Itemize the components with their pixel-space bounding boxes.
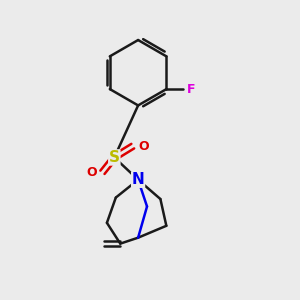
Text: F: F <box>187 82 195 96</box>
Text: O: O <box>86 166 97 179</box>
Text: O: O <box>138 140 149 153</box>
Text: S: S <box>109 150 120 165</box>
Text: N: N <box>132 172 145 187</box>
